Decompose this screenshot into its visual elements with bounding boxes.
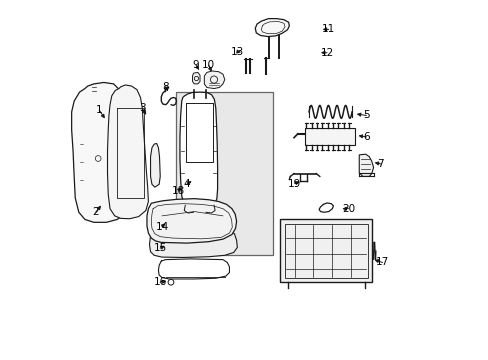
Text: 8: 8 xyxy=(162,82,168,92)
Text: 17: 17 xyxy=(375,257,388,267)
Text: 14: 14 xyxy=(155,222,168,231)
Text: 12: 12 xyxy=(320,48,333,58)
Bar xyxy=(284,224,367,278)
Polygon shape xyxy=(204,71,224,89)
Polygon shape xyxy=(359,154,373,176)
Text: 18: 18 xyxy=(171,186,184,196)
Polygon shape xyxy=(304,128,354,145)
Text: 7: 7 xyxy=(377,159,383,169)
Polygon shape xyxy=(150,143,160,187)
Polygon shape xyxy=(149,227,237,257)
Text: 15: 15 xyxy=(153,243,166,253)
Polygon shape xyxy=(192,72,200,84)
Polygon shape xyxy=(255,19,289,37)
Polygon shape xyxy=(147,199,236,243)
Text: 19: 19 xyxy=(287,179,301,189)
Text: 3: 3 xyxy=(139,103,145,113)
Text: 2: 2 xyxy=(92,207,99,217)
Text: 6: 6 xyxy=(363,132,369,142)
Bar xyxy=(176,92,273,255)
Polygon shape xyxy=(107,85,148,219)
Text: 13: 13 xyxy=(230,46,244,57)
Text: 20: 20 xyxy=(341,204,354,214)
Text: 1: 1 xyxy=(96,105,102,115)
Polygon shape xyxy=(72,82,126,222)
Polygon shape xyxy=(180,92,217,212)
Text: 5: 5 xyxy=(363,111,369,121)
Text: 11: 11 xyxy=(322,24,335,35)
Text: 9: 9 xyxy=(192,60,199,70)
Bar xyxy=(280,220,371,282)
Text: 10: 10 xyxy=(202,60,215,70)
Text: 4: 4 xyxy=(183,179,190,189)
Text: 16: 16 xyxy=(153,277,166,287)
